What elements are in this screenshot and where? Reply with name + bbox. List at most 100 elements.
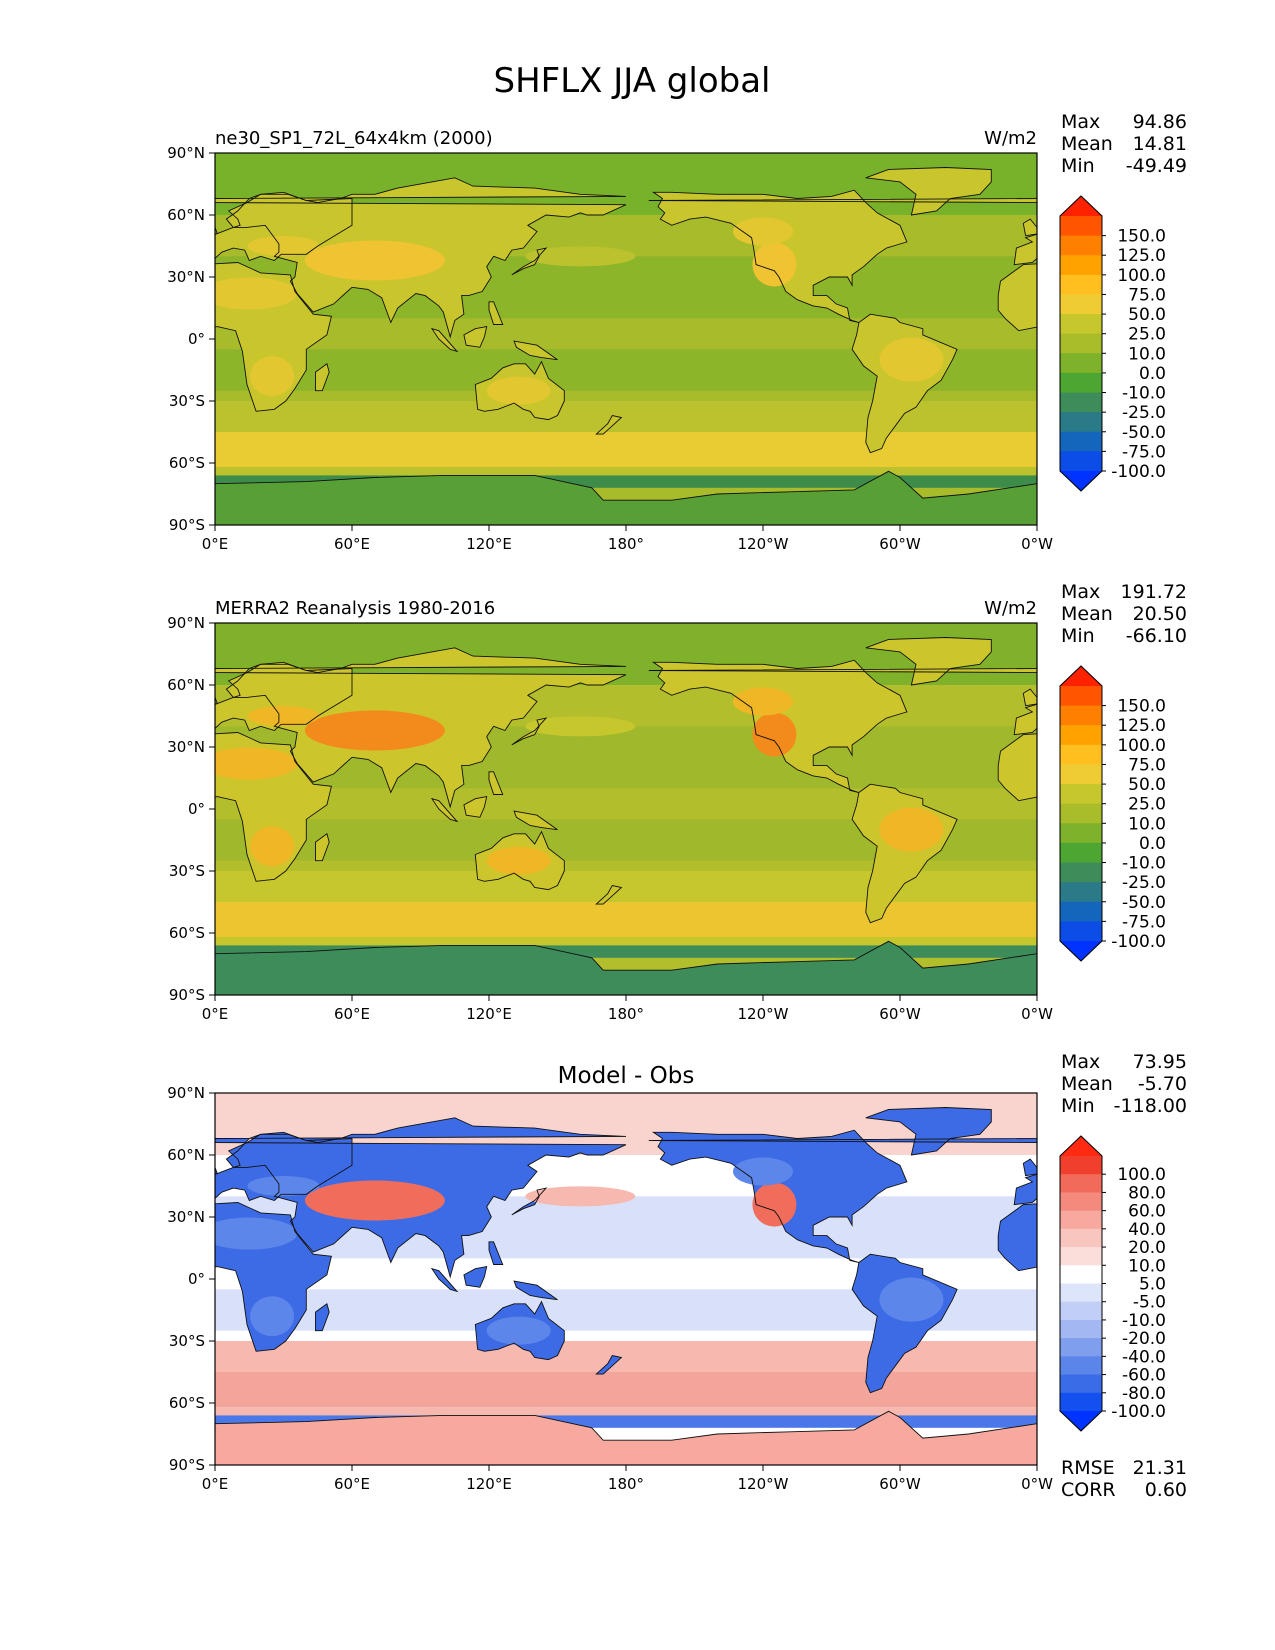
- colorbar-extend-bottom: [1060, 1411, 1102, 1431]
- colorbar-label: -50.0: [1122, 423, 1166, 443]
- colorbar-segment: [1060, 1374, 1102, 1394]
- lon-tick-label: 60°W: [879, 1475, 921, 1493]
- stat-label: Min: [1061, 625, 1095, 647]
- lat-tick-label: 0°: [188, 1270, 205, 1288]
- coastline: [215, 1202, 332, 1352]
- lat-tick-label: 90°S: [169, 986, 205, 1004]
- land-fill: [865, 637, 992, 685]
- coastline: [215, 940, 1037, 995]
- central-asia-region: [304, 710, 445, 751]
- stat-value: 191.72: [1121, 581, 1187, 603]
- southern-ocean-band: [215, 1372, 1037, 1408]
- lat-tick-label: 60°S: [169, 454, 205, 472]
- coastline: [463, 1266, 488, 1288]
- coastline: [215, 732, 332, 882]
- stat-value: 14.81: [1133, 133, 1187, 155]
- map-field: [215, 1093, 1037, 1465]
- panel-units: W/m2: [984, 128, 1037, 149]
- southern-africa-region: [250, 1296, 295, 1337]
- land-fill: [514, 1281, 558, 1300]
- colorbar-segment: [1060, 451, 1102, 472]
- colorbar-segment: [1060, 1228, 1102, 1248]
- land-fill: [431, 1268, 457, 1292]
- colorbar-label: 100.0: [1117, 1165, 1166, 1185]
- stat-value: 0.60: [1145, 1479, 1187, 1501]
- colorbar-label: -25.0: [1122, 403, 1166, 423]
- colorbar-label: -80.0: [1122, 1384, 1166, 1404]
- coastline: [315, 363, 330, 392]
- stat-label: RMSE: [1061, 1457, 1115, 1479]
- antarctica-fill: [215, 1411, 1037, 1465]
- stat-label: Mean: [1061, 133, 1113, 155]
- lat-tick-label: 90°N: [167, 1084, 205, 1102]
- central-asia-region: [304, 1180, 445, 1221]
- land-fill: [1014, 704, 1037, 735]
- stat-label: Mean: [1061, 1073, 1113, 1095]
- colorbar-segment: [1060, 1265, 1102, 1285]
- lat-tick-label: 90°S: [169, 516, 205, 534]
- stat-value: 73.95: [1133, 1051, 1187, 1073]
- lon-tick-label: 60°E: [334, 1005, 370, 1023]
- colorbar-segment: [1060, 255, 1102, 276]
- colorbar-label: 10.0: [1128, 1256, 1166, 1276]
- western-us-region: [752, 712, 797, 757]
- colorbar-segment: [1060, 725, 1102, 746]
- colorbar-label: 25.0: [1128, 795, 1166, 815]
- land-fill: [489, 301, 503, 325]
- coastline: [851, 783, 958, 924]
- land-fill: [865, 1107, 992, 1155]
- stat-label: Min: [1061, 1095, 1095, 1117]
- southern-africa-region: [250, 356, 295, 397]
- lon-tick-label: 120°E: [466, 535, 512, 553]
- coastline: [851, 1253, 958, 1394]
- colorbar-label: -10.0: [1122, 1311, 1166, 1331]
- coastline: [463, 326, 488, 348]
- coastline: [215, 1410, 1037, 1465]
- colorbar-label: 10.0: [1128, 344, 1166, 364]
- coastline: [488, 301, 504, 325]
- coastline: [513, 1280, 558, 1301]
- colorbar: 150.0125.0100.075.050.025.010.00.0-10.0-…: [1059, 665, 1166, 962]
- stat-value: -5.70: [1138, 1073, 1187, 1095]
- colorbar-label: 25.0: [1128, 325, 1166, 345]
- coastline: [430, 327, 459, 353]
- lon-tick-label: 180°: [608, 1005, 644, 1023]
- stat-label: Max: [1061, 581, 1100, 603]
- stat-label: Max: [1061, 111, 1100, 133]
- canada-region: [733, 217, 793, 246]
- land-fill: [431, 328, 457, 352]
- land-fill: [315, 363, 330, 391]
- lat-tick-label: 90°S: [169, 1456, 205, 1474]
- land-fill: [463, 796, 487, 818]
- land-fill: [463, 1266, 487, 1288]
- colorbar-segment: [1060, 333, 1102, 354]
- colorbar-label: -10.0: [1122, 854, 1166, 874]
- coastline: [651, 659, 908, 793]
- kuroshio-region: [525, 716, 636, 737]
- colorbar-label: 0.0: [1139, 364, 1166, 384]
- colorbar-label: 150.0: [1117, 227, 1166, 247]
- colorbar-segment: [1060, 1301, 1102, 1321]
- lon-tick-label: 120°W: [738, 1005, 789, 1023]
- southern-ocean-band: [215, 432, 1037, 468]
- antarctica-fill: [215, 471, 1037, 525]
- coastline: [1022, 1158, 1037, 1177]
- land-fill: [998, 1203, 1037, 1271]
- colorbar-label: -10.0: [1122, 384, 1166, 404]
- colorbar: 150.0125.0100.075.050.025.010.00.0-10.0-…: [1059, 195, 1166, 492]
- colorbar-extend-bottom: [1060, 941, 1102, 961]
- stat-value: 20.50: [1133, 603, 1187, 625]
- coastline: [651, 1129, 908, 1263]
- land-fill: [596, 415, 622, 435]
- panel-title: MERRA2 Reanalysis 1980-2016: [215, 598, 495, 619]
- colorbar-segment: [1060, 1356, 1102, 1376]
- colorbar-segment: [1060, 412, 1102, 433]
- coastline: [215, 470, 1037, 525]
- southern-africa-region: [250, 826, 295, 867]
- coastline: [474, 360, 565, 421]
- coastline: [215, 262, 332, 412]
- stat-value: -66.10: [1126, 625, 1187, 647]
- panel-title: ne30_SP1_72L_64x4km (2000): [215, 128, 493, 149]
- lat-tick-label: 60°N: [167, 1146, 205, 1164]
- colorbar-segment: [1060, 1247, 1102, 1266]
